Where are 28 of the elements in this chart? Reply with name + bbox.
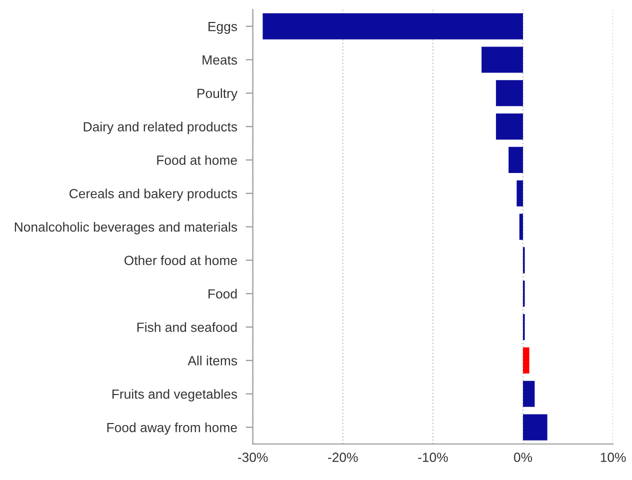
x-tick-label: -10% (418, 452, 448, 462)
y-tick-label: Food (208, 288, 237, 299)
bar (482, 46, 523, 73)
x-tick-label: -30% (238, 452, 268, 462)
x-tick-label: 0% (514, 452, 532, 462)
y-tick-label: All items (188, 356, 238, 366)
y-tick-label: Meats (202, 55, 238, 65)
y-tick-label: Eggs (208, 22, 238, 34)
bar (522, 347, 530, 374)
y-tick-label: Fruits and vegetables (112, 389, 238, 402)
y-tick-label: Cereals and bakery products (70, 188, 238, 201)
bar (519, 214, 523, 240)
bar (496, 80, 523, 106)
bar (516, 180, 523, 206)
bar (522, 380, 535, 407)
x-tick-label: -20% (328, 452, 358, 462)
y-tick-label: Other food at home (124, 255, 237, 266)
y-tick-label: Fish and seafood (137, 322, 237, 332)
x-tick-label: 10% (600, 452, 626, 462)
y-tick-label: Nonalcoholic beverages and materials (14, 222, 238, 234)
y-tick-label: Food at home (157, 155, 237, 165)
bar (508, 146, 523, 173)
bar (522, 414, 548, 440)
y-tick-label: Food away from home (107, 422, 237, 435)
bar (262, 13, 523, 40)
y-tick-label: Dairy and related products (84, 122, 238, 134)
bar (496, 114, 523, 140)
y-tick-label: Poultry (198, 88, 238, 101)
